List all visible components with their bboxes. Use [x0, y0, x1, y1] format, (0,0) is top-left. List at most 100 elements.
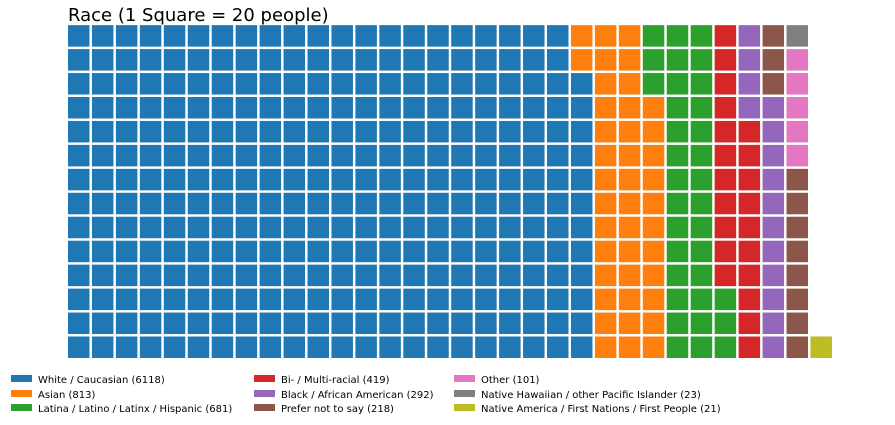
waffle-square-0: [259, 240, 282, 263]
waffle-square-0: [331, 120, 353, 143]
waffle-square-0: [283, 73, 306, 95]
waffle-square-0: [307, 49, 329, 71]
waffle-square-0: [187, 97, 210, 119]
waffle-square-0: [115, 168, 138, 191]
waffle-square-0: [91, 144, 114, 167]
waffle-square-5: [786, 192, 808, 215]
waffle-square-0: [283, 144, 306, 167]
waffle-square-0: [379, 240, 401, 263]
waffle-square-0: [307, 216, 329, 239]
waffle-square-0: [475, 144, 497, 167]
legend-swatch-6: [454, 375, 475, 382]
waffle-square-0: [115, 120, 138, 143]
waffle-square-0: [211, 216, 234, 239]
waffle-square-0: [235, 336, 258, 358]
waffle-square-1: [642, 336, 665, 358]
waffle-square-0: [427, 216, 449, 239]
waffle-square-1: [642, 97, 665, 119]
waffle-square-0: [547, 97, 569, 119]
waffle-square-0: [355, 336, 377, 358]
waffle-square-0: [427, 49, 449, 71]
waffle-square-0: [379, 312, 401, 335]
waffle-square-2: [666, 144, 689, 167]
waffle-square-0: [235, 288, 258, 311]
waffle-square-2: [690, 336, 713, 358]
waffle-square-3: [738, 288, 761, 311]
waffle-square-0: [403, 120, 425, 143]
waffle-square-4: [762, 288, 785, 311]
waffle-square-1: [618, 336, 641, 358]
waffle-square-2: [690, 120, 713, 143]
waffle-square-0: [307, 25, 329, 47]
waffle-square-0: [259, 120, 282, 143]
waffle-square-0: [570, 216, 593, 239]
waffle-square-0: [91, 49, 114, 71]
waffle-square-0: [547, 168, 569, 191]
waffle-square-0: [451, 312, 473, 335]
waffle-square-0: [259, 216, 282, 239]
waffle-square-0: [331, 168, 353, 191]
waffle-square-0: [379, 144, 401, 167]
waffle-square-0: [139, 168, 162, 191]
waffle-square-6: [786, 97, 808, 119]
waffle-square-0: [187, 336, 210, 358]
waffle-square-6: [786, 73, 808, 95]
waffle-square-2: [714, 288, 737, 311]
waffle-square-1: [570, 25, 593, 47]
waffle-squares: [68, 25, 832, 358]
waffle-square-0: [115, 336, 138, 358]
waffle-square-5: [786, 216, 808, 239]
waffle-square-5: [786, 264, 808, 287]
waffle-square-0: [163, 264, 186, 287]
waffle-square-0: [139, 97, 162, 119]
waffle-square-2: [714, 312, 737, 335]
waffle-square-3: [714, 144, 737, 167]
waffle-square-4: [738, 97, 761, 119]
waffle-square-0: [68, 312, 90, 335]
waffle-square-1: [642, 144, 665, 167]
waffle-square-1: [618, 73, 641, 95]
waffle-square-0: [451, 288, 473, 311]
waffle-square-0: [211, 288, 234, 311]
waffle-square-0: [115, 264, 138, 287]
legend-swatch-3: [254, 375, 275, 382]
waffle-square-0: [427, 192, 449, 215]
legend-swatch-2: [11, 404, 32, 411]
waffle-square-0: [499, 336, 521, 358]
waffle-square-5: [762, 49, 785, 71]
waffle-square-0: [403, 192, 425, 215]
waffle-square-1: [618, 312, 641, 335]
waffle-square-0: [163, 312, 186, 335]
waffle-square-0: [451, 336, 473, 358]
waffle-square-0: [91, 336, 114, 358]
waffle-square-2: [666, 288, 689, 311]
waffle-square-0: [283, 312, 306, 335]
legend-label-8: Native America / First Nations / First P…: [481, 404, 721, 415]
waffle-square-0: [259, 312, 282, 335]
waffle-square-0: [499, 288, 521, 311]
waffle-square-0: [235, 240, 258, 263]
waffle-square-0: [91, 168, 114, 191]
waffle-square-0: [451, 97, 473, 119]
waffle-square-2: [690, 49, 713, 71]
waffle-square-2: [666, 168, 689, 191]
waffle-square-0: [139, 264, 162, 287]
waffle-square-0: [379, 216, 401, 239]
waffle-square-4: [738, 25, 761, 47]
waffle-square-1: [594, 97, 617, 119]
waffle-square-2: [690, 144, 713, 167]
waffle-square-2: [714, 336, 737, 358]
waffle-square-1: [594, 216, 617, 239]
waffle-square-4: [762, 216, 785, 239]
waffle-square-3: [714, 168, 737, 191]
waffle-square-1: [618, 25, 641, 47]
waffle-square-0: [163, 73, 186, 95]
waffle-square-0: [307, 97, 329, 119]
waffle-square-0: [523, 240, 545, 263]
waffle-square-0: [355, 192, 377, 215]
waffle-square-0: [91, 120, 114, 143]
waffle-square-0: [283, 264, 306, 287]
waffle-square-0: [115, 73, 138, 95]
waffle-square-1: [594, 73, 617, 95]
